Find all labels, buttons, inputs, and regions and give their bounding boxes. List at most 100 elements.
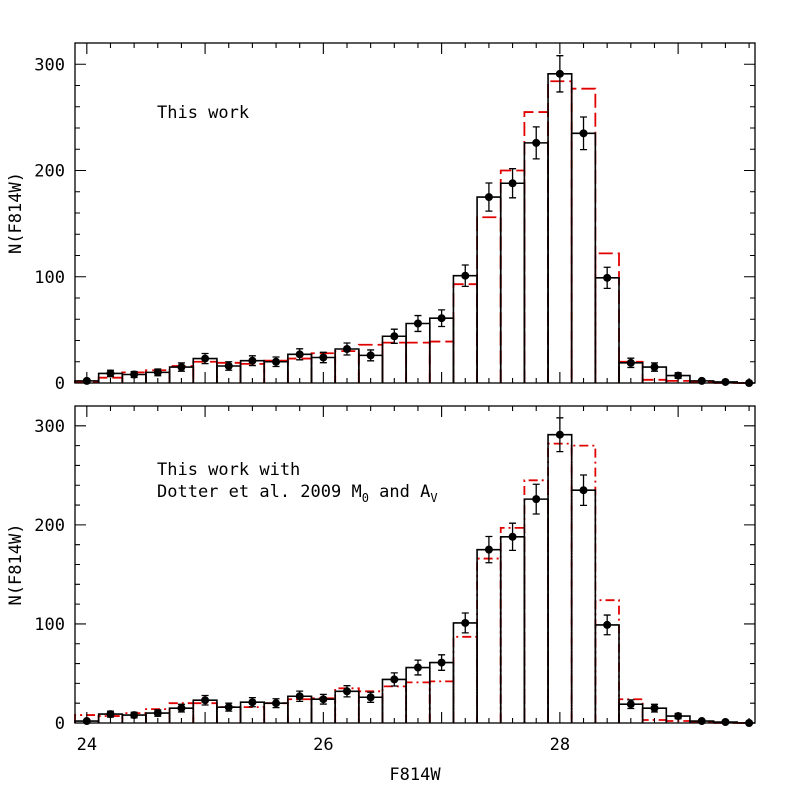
top-data-point: [295, 350, 304, 359]
bottom-panel: 0 100 200 300 24 26 28 N(F814W) This work with…: [6, 405, 756, 785]
top-y-tick-label: 200: [34, 162, 65, 182]
top-panel-marks: [74, 55, 755, 387]
bottom-observed-bin: [523, 498, 549, 723]
bottom-observed-bin: [405, 666, 431, 723]
top-data-point: [390, 332, 399, 341]
top-panel: 0 100 200 300 N(F814W) This work: [6, 42, 756, 394]
top-data-point: [130, 370, 139, 379]
top-y-tick-label: 0: [55, 374, 65, 394]
bottom-panel-annotation-line2: Dotter et al. 2009 M0 and AV: [157, 482, 438, 505]
bottom-y-tick-label: 0: [55, 714, 65, 734]
top-data-point: [626, 358, 635, 367]
bottom-observed-bin: [476, 548, 502, 723]
bottom-observed-bin: [452, 622, 478, 723]
top-panel-ticks: 0 100 200 300: [34, 42, 755, 394]
bottom-data-point: [319, 695, 328, 704]
top-model-bin: [476, 216, 502, 383]
top-model-bin: [499, 169, 526, 383]
bottom-data-point: [106, 710, 115, 719]
top-data-point: [579, 129, 588, 138]
x-tick-label: 28: [550, 735, 570, 755]
top-data-point: [201, 354, 210, 363]
top-y-axis-label: N(F814W): [6, 172, 26, 254]
x-tick-label: 26: [313, 735, 333, 755]
top-panel-annotation: This work: [157, 103, 249, 123]
bottom-model-bin: [523, 479, 549, 723]
bottom-model-bin: [381, 685, 408, 723]
top-observed-bin: [570, 132, 597, 383]
bottom-data-point: [272, 699, 281, 708]
top-observed-bin: [405, 322, 431, 383]
top-data-point: [413, 319, 422, 328]
bottom-panel-annotation-line1: This work with: [157, 460, 300, 480]
top-y-tick-label: 300: [34, 55, 65, 75]
top-data-point: [437, 314, 446, 323]
top-model-bin: [381, 341, 408, 383]
annotation-and-av-text: and A: [369, 482, 430, 502]
top-data-point: [366, 351, 375, 360]
annotation-v-subscript: V: [430, 491, 437, 505]
top-observed-bin: [547, 73, 573, 383]
bottom-observed-bin: [547, 433, 573, 723]
top-data-point: [508, 179, 517, 188]
bottom-data-point: [650, 704, 659, 713]
top-model-bin: [405, 341, 431, 383]
top-data-point: [343, 345, 351, 353]
bottom-model-bin: [452, 635, 478, 723]
bottom-data-point: [130, 711, 139, 720]
annotation-dotter-text: Dotter et al. 2009 M: [157, 482, 362, 502]
bottom-data-point: [461, 618, 470, 627]
bottom-data-point: [343, 687, 351, 696]
bottom-y-axis-label: N(F814W): [6, 524, 26, 606]
top-observed-bin: [476, 196, 502, 383]
top-data-point: [484, 193, 493, 202]
bottom-data-point: [224, 703, 233, 712]
top-observed-bin: [523, 142, 549, 383]
top-data-point: [153, 368, 162, 377]
bottom-data-point: [555, 430, 564, 439]
bottom-data-point: [390, 675, 399, 684]
top-data-point: [272, 357, 281, 366]
x-axis-label: F814W: [389, 765, 441, 785]
bottom-data-point: [626, 700, 635, 709]
top-observed-bin: [594, 277, 620, 383]
top-observed-bin: [499, 182, 526, 383]
bottom-data-point: [437, 658, 446, 667]
top-data-point: [555, 69, 564, 78]
bottom-data-point: [366, 693, 375, 702]
top-data-point: [319, 353, 328, 362]
top-data-point: [224, 362, 233, 370]
bottom-data-point: [579, 486, 588, 495]
bottom-y-tick-label: 300: [34, 417, 65, 437]
top-data-point: [650, 363, 659, 372]
bottom-data-point: [201, 696, 210, 705]
bottom-model-bin: [499, 526, 526, 723]
top-data-point: [461, 271, 470, 280]
bottom-model-bin: [547, 442, 573, 723]
bottom-model-bin: [405, 681, 431, 723]
bottom-data-point: [603, 620, 612, 629]
top-data-point: [106, 369, 115, 378]
bottom-panel-ticks: 0 100 200 300 24 26 28: [34, 405, 755, 755]
bottom-y-tick-label: 200: [34, 516, 65, 536]
top-data-point: [532, 138, 541, 147]
bottom-data-point: [153, 709, 162, 718]
bottom-data-point: [413, 663, 422, 672]
bottom-observed-bin: [570, 489, 597, 723]
bottom-data-point: [532, 495, 541, 504]
bottom-observed-bin: [594, 624, 620, 723]
bottom-observed-bin: [499, 535, 526, 723]
top-data-point: [603, 273, 612, 282]
x-tick-label: 24: [77, 735, 97, 755]
bottom-data-point: [248, 698, 257, 707]
top-y-tick-label: 100: [34, 268, 65, 288]
top-model-bin: [547, 80, 573, 383]
bottom-data-point: [295, 692, 304, 701]
top-observed-bin: [452, 274, 478, 383]
annotation-m-subscript: 0: [362, 491, 369, 505]
bottom-data-point: [177, 704, 186, 713]
bottom-model-bin: [476, 557, 502, 723]
bottom-data-point: [508, 532, 517, 541]
top-data-point: [248, 356, 257, 365]
